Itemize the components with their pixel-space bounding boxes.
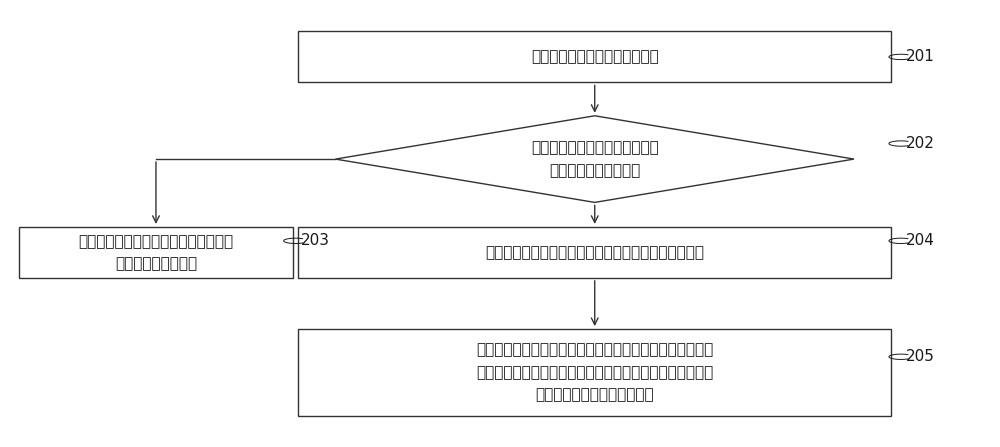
Text: 205: 205 (906, 349, 935, 364)
FancyBboxPatch shape (298, 329, 891, 416)
Text: 202: 202 (906, 136, 935, 151)
FancyBboxPatch shape (19, 227, 293, 278)
Text: 检测存储设备的随机写性能参数: 检测存储设备的随机写性能参数 (531, 50, 659, 64)
Polygon shape (335, 116, 854, 202)
Text: 判断存储设备的随机写性能参数
是否小于等于预设阙值: 判断存储设备的随机写性能参数 是否小于等于预设阙值 (531, 140, 659, 178)
FancyBboxPatch shape (298, 31, 891, 82)
Text: 201: 201 (906, 50, 935, 64)
Text: 将所述第二存储单元中的数据按照第二策略写入至所述第一
存储单元，所述第二存储单元的随机写性能参数大于所述第
一存储单元的随机写性能参数: 将所述第二存储单元中的数据按照第二策略写入至所述第一 存储单元，所述第二存储单元… (476, 342, 713, 402)
Text: 将待存储的数据按照第一策略写入至所述第二存储单元: 将待存储的数据按照第一策略写入至所述第二存储单元 (485, 245, 704, 260)
FancyBboxPatch shape (298, 227, 891, 278)
Text: 204: 204 (906, 233, 935, 249)
Text: 将待存储的数据按照所述第一策略写入
至所述第一存储单元: 将待存储的数据按照所述第一策略写入 至所述第一存储单元 (78, 234, 234, 271)
Text: 203: 203 (301, 233, 330, 249)
